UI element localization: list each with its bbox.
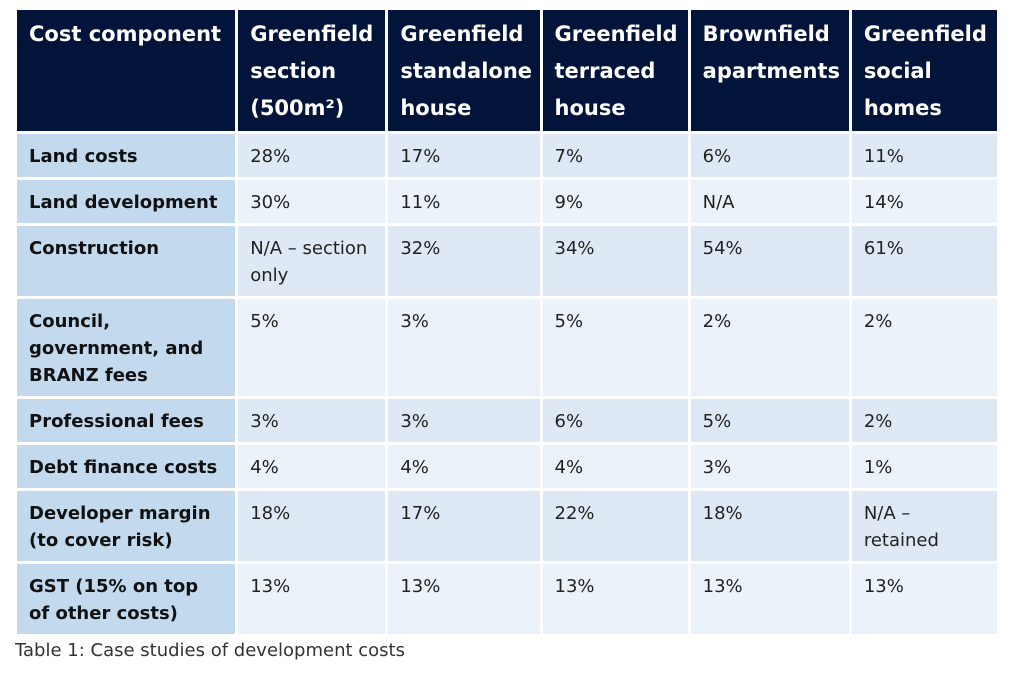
column-header: Greenfield social homes — [851, 10, 997, 131]
development-costs-table: Cost component Greenfield section (500m²)… — [14, 7, 1000, 637]
table-cell: 61% — [851, 226, 997, 296]
table-cell: 1% — [851, 445, 997, 488]
table-cell: 3% — [690, 445, 849, 488]
table-cell: 5% — [542, 299, 688, 396]
table-cell: 4% — [388, 445, 540, 488]
table-cell: 13% — [388, 564, 540, 634]
table-row: GST (15% on top of other costs) 13% 13% 13%… — [17, 564, 997, 634]
table-cell: 11% — [851, 134, 997, 177]
table-cell: 13% — [851, 564, 997, 634]
table-cell: 9% — [542, 180, 688, 223]
table-row: Land costs 28% 17% 7% 6% 11% — [17, 134, 997, 177]
table-cell: 3% — [388, 399, 540, 442]
table-cell: 7% — [542, 134, 688, 177]
table-cell: 32% — [388, 226, 540, 296]
table-row: Professional fees 3% 3% 6% 5% 2% — [17, 399, 997, 442]
table-row: Council, government, and BRANZ fees 5% 3% 5… — [17, 299, 997, 396]
table-cell: 3% — [388, 299, 540, 396]
row-label: Professional fees — [17, 399, 236, 442]
table-cell: 30% — [238, 180, 386, 223]
column-header: Brownfield apartments — [690, 10, 849, 131]
table-cell: 4% — [238, 445, 386, 488]
table-cell: 34% — [542, 226, 688, 296]
table-cell: 18% — [690, 491, 849, 561]
table-cell: 4% — [542, 445, 688, 488]
table-cell: N/A — [690, 180, 849, 223]
table-cell: 2% — [690, 299, 849, 396]
table-cell: 14% — [851, 180, 997, 223]
table-cell: 13% — [690, 564, 849, 634]
table-cell: 54% — [690, 226, 849, 296]
table-caption: Table 1: Case studies of development cos… — [15, 640, 405, 661]
row-label: Land costs — [17, 134, 236, 177]
table-row: Debt finance costs 4% 4% 4% 3% 1% — [17, 445, 997, 488]
table-cell: 11% — [388, 180, 540, 223]
table-row: Land development 30% 11% 9% N/A 14% — [17, 180, 997, 223]
table-header-row: Cost component Greenfield section (500m²)… — [17, 10, 997, 131]
table-cell: 17% — [388, 491, 540, 561]
table-cell: 13% — [542, 564, 688, 634]
row-label: Council, government, and BRANZ fees — [17, 299, 236, 396]
table-cell: 22% — [542, 491, 688, 561]
table-cell: 6% — [690, 134, 849, 177]
table-cell: N/A – retained — [851, 491, 997, 561]
table-cell: N/A – section only — [238, 226, 386, 296]
row-label: GST (15% on top of other costs) — [17, 564, 236, 634]
column-header: Greenfield section (500m²) — [238, 10, 386, 131]
table-cell: 13% — [238, 564, 386, 634]
table-cell: 5% — [690, 399, 849, 442]
row-label: Land development — [17, 180, 236, 223]
row-label: Construction — [17, 226, 236, 296]
table-cell: 2% — [851, 399, 997, 442]
table-cell: 28% — [238, 134, 386, 177]
column-header: Cost component — [17, 10, 236, 131]
column-header: Greenfield standalone house — [388, 10, 540, 131]
row-label: Debt finance costs — [17, 445, 236, 488]
table-cell: 5% — [238, 299, 386, 396]
cost-table-container: Cost component Greenfield section (500m²)… — [17, 7, 1000, 637]
table-cell: 2% — [851, 299, 997, 396]
table-cell: 18% — [238, 491, 386, 561]
table-row: Construction N/A – section only 32% 34% 54% 6… — [17, 226, 997, 296]
table-cell: 3% — [238, 399, 386, 442]
row-label: Developer margin (to cover risk) — [17, 491, 236, 561]
table-cell: 6% — [542, 399, 688, 442]
table-cell: 17% — [388, 134, 540, 177]
column-header: Greenfield terraced house — [542, 10, 688, 131]
table-row: Developer margin (to cover risk) 18% 17% 22… — [17, 491, 997, 561]
